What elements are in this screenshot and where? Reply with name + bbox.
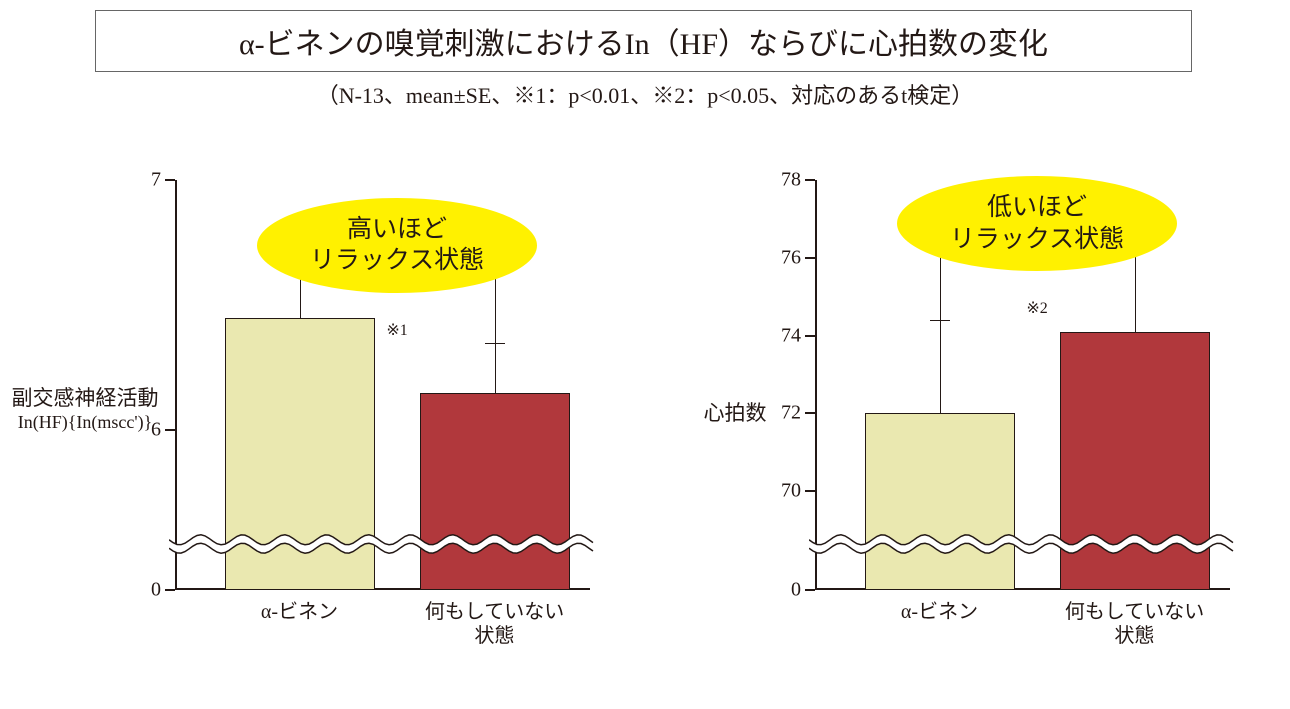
tick-label: 72 (781, 402, 801, 425)
error-bar (940, 320, 941, 413)
error-cap (930, 320, 950, 321)
axis-y (175, 180, 177, 590)
bar (225, 318, 375, 591)
tick-label: 70 (781, 480, 801, 503)
tick-label: 0 (791, 579, 801, 602)
tick (805, 179, 815, 181)
ylabel-left-sub: In(HF){In(mscc')} (0, 411, 175, 434)
tick-label: 76 (781, 246, 801, 269)
x-category-label: α-ビネン (901, 600, 978, 624)
x-category-label: 何もしていない 状態 (1065, 600, 1204, 648)
error-cap (485, 343, 505, 344)
axis-y (815, 180, 817, 590)
tick (805, 335, 815, 337)
sig-label: ※2 (1026, 298, 1047, 318)
callout-ellipse: 高いほどリラックス状態 (257, 198, 537, 293)
callout-ellipse: 低いほどリラックス状態 (897, 176, 1177, 271)
sig-label: ※1 (386, 320, 407, 340)
tick-label: 0 (151, 579, 161, 602)
page-title: α-ビネンの嗅覚刺激におけるIn（HF）ならびに心拍数の変化 (95, 10, 1192, 72)
chart-area: 副交感神経活動 In(HF){In(mscc')} 0 6 7 α-ビネン 何もしていな… (0, 160, 1290, 700)
plot-left: 067α-ビネン何もしていない 状態※1高いほどリラックス状態 (175, 180, 590, 590)
bar (420, 393, 570, 591)
tick (805, 589, 815, 591)
tick-label: 74 (781, 324, 801, 347)
tick-label: 78 (781, 169, 801, 192)
plot-right: 07072747678α-ビネン何もしていない 状態※2低いほどリラックス状態 (815, 180, 1230, 590)
chart-heartrate: 心拍数 07072747678α-ビネン何もしていない 状態※2低いほどリラック… (640, 160, 1290, 700)
tick (805, 257, 815, 259)
bar (865, 413, 1015, 590)
tick (805, 412, 815, 414)
tick-label: 6 (151, 419, 161, 442)
x-category-label: α-ビネン (261, 600, 338, 624)
tick (165, 179, 175, 181)
tick (165, 429, 175, 431)
ylabel-left: 副交感神経活動 In(HF){In(mscc')} (0, 385, 175, 434)
error-bar (1135, 246, 1136, 332)
ylabel-left-main: 副交感神経活動 (0, 385, 175, 411)
tick (805, 490, 815, 492)
tick (165, 589, 175, 591)
error-bar (495, 343, 496, 393)
x-category-label: 何もしていない 状態 (425, 600, 564, 648)
tick-label: 7 (151, 169, 161, 192)
bar (1060, 332, 1210, 590)
chart-parasympathetic: 副交感神経活動 In(HF){In(mscc')} 0 6 7 α-ビネン 何もしていな… (0, 160, 640, 700)
page-subtitle: （N-13、mean±SE、※1：p<0.01、※2：p<0.05、対応のあるt… (0, 78, 1290, 110)
